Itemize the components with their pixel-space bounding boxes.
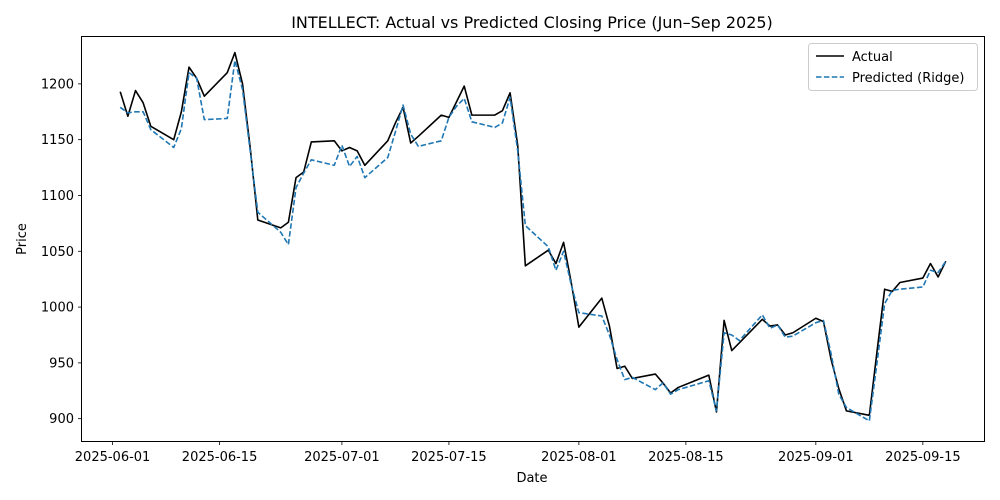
x-tick-label: 2025-08-15	[648, 450, 724, 465]
legend-box	[808, 43, 978, 91]
legend: Actual Predicted (Ridge)	[808, 43, 978, 91]
y-tick-label: 1050	[41, 245, 74, 260]
x-tick-label: 2025-09-15	[885, 450, 961, 465]
x-tick-label: 2025-07-01	[304, 450, 380, 465]
x-tick-label: 2025-09-01	[778, 450, 854, 465]
y-tick-label: 1000	[41, 301, 74, 316]
x-tick-label: 2025-06-01	[75, 450, 151, 465]
x-tick-label: 2025-07-15	[411, 450, 487, 465]
y-axis-label: Price	[15, 223, 30, 255]
x-tick-label: 2025-08-01	[541, 450, 617, 465]
plot-area-frame	[81, 36, 985, 442]
x-axis-label: Date	[516, 471, 547, 486]
series-line-predicted	[119, 59, 947, 422]
y-tick-label: 1150	[41, 133, 74, 148]
series-layer	[119, 51, 947, 422]
y-tick-label: 1100	[41, 189, 74, 204]
y-tick-label: 900	[49, 412, 74, 427]
x-axis-ticks: 2025-06-01 2025-06-15 2025-07-01 2025-07-15…	[75, 441, 961, 465]
y-tick-label: 950	[49, 356, 74, 371]
legend-label-actual: Actual	[852, 50, 893, 65]
y-tick-label: 1200	[41, 77, 74, 92]
y-axis-ticks: 900 950 1000 1050 1100 1150 1200	[41, 77, 82, 427]
chart-title: INTELLECT: Actual vs Predicted Closing P…	[291, 13, 773, 32]
x-tick-label: 2025-06-15	[182, 450, 258, 465]
legend-label-predicted: Predicted (Ridge)	[852, 71, 964, 86]
